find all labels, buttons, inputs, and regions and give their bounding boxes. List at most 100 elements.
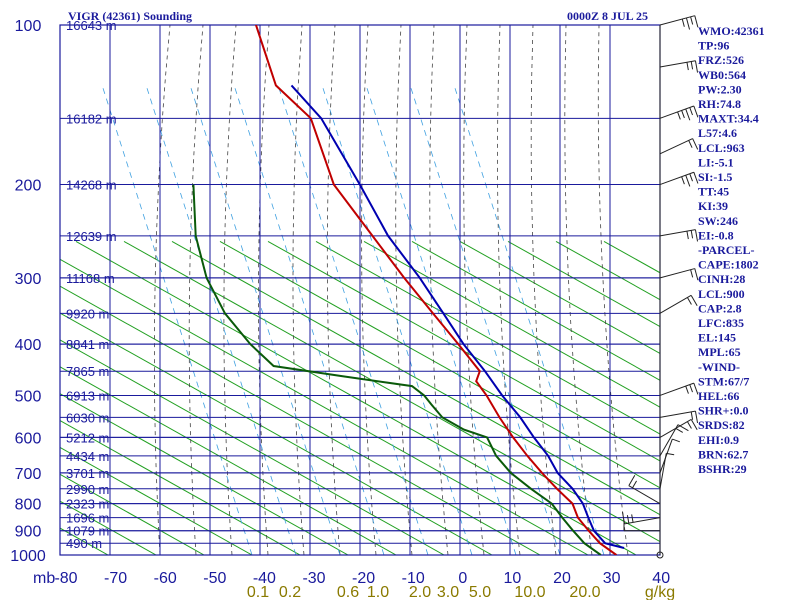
height-label: 8841 m	[66, 337, 109, 352]
mixing-ratio-line	[189, 84, 341, 555]
dry-adiabat-line	[459, 240, 660, 354]
dry-adiabat-line	[60, 393, 349, 555]
pressure-tick-label: 1000	[10, 548, 46, 565]
wind-barb-feather	[685, 108, 691, 121]
mixing-ratio-line	[453, 84, 605, 555]
mixing-ratio-line	[101, 84, 253, 555]
wind-barb-feather	[692, 138, 699, 150]
index-entry: BRN:62.7	[698, 447, 748, 461]
background-lines	[0, 25, 660, 555]
pressure-tick-label: 500	[15, 388, 42, 405]
wind-barb-feather	[694, 15, 699, 28]
mixing-ratio-label: 2.0	[409, 584, 431, 600]
moist-adiabat-line	[497, 25, 521, 555]
index-entry: TP:96	[698, 39, 729, 53]
index-entry: LCL:963	[698, 141, 745, 155]
moist-adiabat-line	[597, 25, 629, 555]
pressure-tick-label: 600	[15, 430, 42, 447]
wind-barb-feather	[677, 111, 681, 120]
wind-barb-feather	[681, 176, 685, 185]
wind-barb-feather	[631, 514, 634, 523]
stability-indices-panel: WMO:42361TP:96FRZ:526WB0:564PW:2.30RH:74…	[698, 24, 765, 476]
station-title: VIGR (42361) Sounding	[68, 9, 192, 23]
wind-barb-feather	[621, 511, 626, 524]
wind-barb-feather	[672, 438, 681, 443]
dry-adiabat-line	[171, 240, 660, 516]
wind-barb-feather	[688, 140, 693, 148]
wind-barb-feather	[675, 427, 684, 433]
dry-adiabat-line	[0, 241, 12, 555]
moist-adiabat-line	[223, 25, 237, 555]
wind-barb	[659, 171, 694, 186]
mixing-ratio-line	[277, 84, 429, 555]
pressure-tick-label: 400	[15, 337, 42, 354]
height-label: 7865 m	[66, 364, 109, 379]
wind-barb-feather	[626, 515, 630, 524]
dry-adiabat-line	[60, 258, 589, 555]
wind-barb	[628, 485, 661, 505]
pressure-tick-label: 800	[15, 497, 42, 514]
index-entry: EL:145	[698, 331, 736, 345]
temperature-tick-label: 0	[458, 570, 467, 587]
dry-adiabat-line	[507, 240, 660, 328]
temperature-tick-label: -10	[402, 570, 425, 587]
wind-barb-feather	[690, 295, 698, 306]
temperature-tick-label: -50	[203, 570, 226, 587]
pressure-tick-label: 200	[15, 178, 42, 195]
height-label: 1696 m	[66, 511, 109, 526]
wind-barb-feather	[686, 62, 689, 71]
wind-barb-feather	[689, 173, 693, 182]
wind-barb-feather	[686, 231, 689, 240]
index-entry: LI:-5.1	[698, 155, 734, 169]
index-entry: CINH:28	[698, 272, 745, 286]
index-entry: HEL:66	[698, 389, 739, 403]
temperature-tick-label: 30	[603, 570, 621, 587]
wind-barb-feather	[690, 269, 694, 278]
wind-barb-feather	[690, 411, 694, 420]
index-entry: FRZ:526	[698, 53, 744, 67]
wind-barb	[659, 229, 696, 237]
temperature-profile-line	[255, 25, 617, 555]
index-entry: SI:-1.5	[698, 170, 732, 184]
wind-barb	[659, 453, 667, 489]
wind-barb-feather	[685, 385, 689, 394]
dry-adiabat-line	[411, 240, 660, 381]
height-label: 2323 m	[66, 497, 109, 512]
moist-adiabat-line	[564, 25, 593, 555]
index-entry: MPL:65	[698, 345, 741, 359]
dry-adiabat-line	[60, 366, 397, 555]
index-entry: CAPE:1802	[698, 258, 759, 272]
wind-profile	[621, 15, 699, 559]
dry-adiabat-line	[219, 240, 660, 489]
temperature-tick-label: -20	[352, 570, 375, 587]
dry-adiabat-line	[60, 420, 301, 555]
wind-barb-feather	[690, 230, 694, 239]
height-label: 3701 m	[66, 466, 109, 481]
pressure-unit-label: mb	[33, 570, 55, 587]
wind-barb-feather	[694, 229, 699, 242]
height-label: 2990 m	[66, 482, 109, 497]
wind-barb-feather	[693, 172, 699, 184]
wind-barb-feather	[694, 60, 699, 73]
mixing-ratio-label: 10.0	[514, 584, 545, 600]
dry-adiabat-line	[315, 240, 660, 435]
pressure-tick-label: 900	[15, 524, 42, 541]
moist-adiabat-line	[463, 25, 485, 555]
dewpoint-profile-line	[192, 184, 602, 555]
index-entry: RH:74.8	[698, 97, 741, 111]
wind-barb-feather	[689, 384, 693, 393]
temperature-tick-label: -80	[54, 570, 77, 587]
wind-barb-feather	[685, 17, 691, 30]
height-label: 4434 m	[66, 449, 109, 464]
pressure-tick-label: 700	[15, 466, 42, 483]
height-label: 16643 m	[66, 18, 117, 33]
dry-adiabat-line	[60, 339, 445, 555]
dry-adiabat-line	[267, 240, 660, 462]
wind-barb	[659, 268, 695, 279]
mixing-ratio-label: 0.6	[337, 584, 359, 600]
wind-barb	[659, 15, 695, 26]
wind-barb	[659, 410, 696, 418]
moist-adiabat-line	[326, 25, 341, 555]
dry-adiabat-line	[60, 473, 205, 555]
